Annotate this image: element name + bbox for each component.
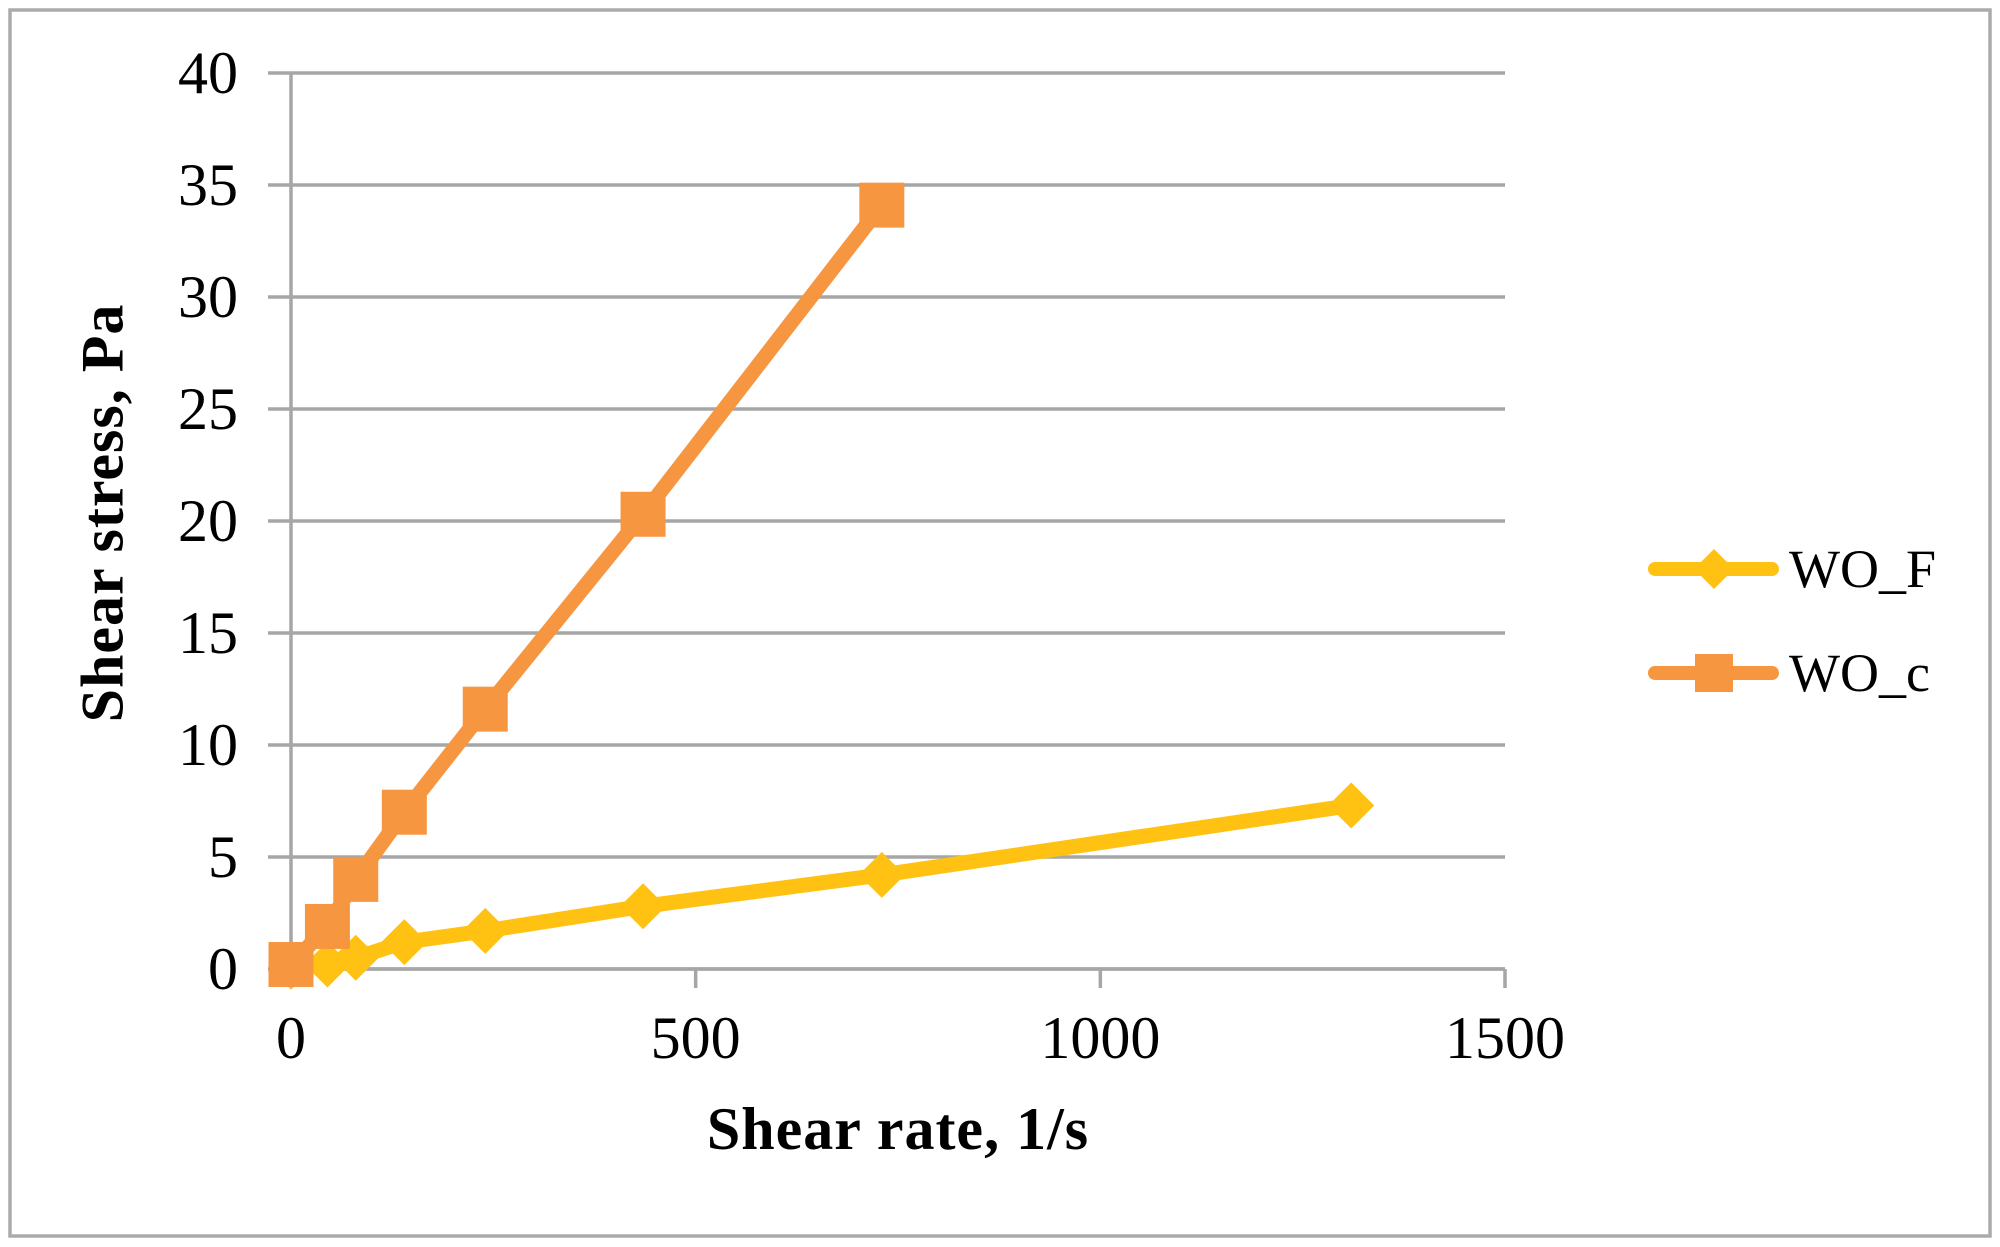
- data-marker-square-WO_c: [333, 856, 379, 902]
- data-marker-square-WO_c: [381, 789, 427, 835]
- series-line-WO_c: [285, 200, 888, 970]
- legend: WO_F WO_c: [1648, 538, 1936, 704]
- legend-entry-wo-f: WO_F: [1648, 538, 1936, 600]
- data-marker-square-WO_c: [268, 942, 314, 988]
- data-marker-diamond-WO_F: [620, 883, 667, 930]
- y-tick-label-40: 40: [178, 40, 238, 106]
- x-tick-label-0: 0: [276, 1005, 306, 1071]
- y-tick-label-20: 20: [178, 488, 238, 554]
- data-marker-diamond-WO_F: [381, 919, 428, 966]
- y-tick-label-30: 30: [178, 264, 238, 330]
- legend-swatch-wo-f: [1648, 549, 1779, 589]
- legend-square-marker-icon: [1695, 654, 1733, 692]
- series-line-WO_F: [290, 798, 1353, 975]
- legend-entry-wo-c: WO_c: [1648, 642, 1936, 704]
- data-marker-square-WO_c: [462, 686, 508, 732]
- y-tick-label-15: 15: [178, 600, 238, 666]
- data-marker-square-WO_c: [620, 491, 666, 537]
- y-axis-title: Shear stress, Pa: [69, 303, 136, 723]
- legend-label-wo-c: WO_c: [1789, 643, 1930, 703]
- y-tick-label-10: 10: [178, 712, 238, 778]
- data-marker-diamond-WO_F: [858, 851, 905, 898]
- y-tick-label-25: 25: [178, 376, 238, 442]
- legend-diamond-marker-icon: [1694, 549, 1734, 589]
- figure-border: [8, 8, 1992, 1238]
- data-marker-square-WO_c: [859, 182, 905, 228]
- data-marker-diamond-WO_F: [1328, 782, 1375, 829]
- y-tick-label-35: 35: [178, 152, 238, 218]
- y-tick-label-5: 5: [208, 824, 238, 890]
- data-marker-diamond-WO_F: [462, 907, 509, 954]
- x-tick-label-1500: 1500: [1445, 1005, 1565, 1071]
- x-axis-title: Shear rate, 1/s: [706, 1096, 1090, 1162]
- legend-swatch-wo-c: [1648, 654, 1779, 692]
- x-tick-label-500: 500: [651, 1005, 741, 1071]
- x-tick-label-1000: 1000: [1040, 1005, 1160, 1071]
- legend-label-wo-f: WO_F: [1789, 539, 1936, 599]
- data-marker-square-WO_c: [304, 903, 350, 949]
- y-tick-label-0: 0: [208, 936, 238, 1002]
